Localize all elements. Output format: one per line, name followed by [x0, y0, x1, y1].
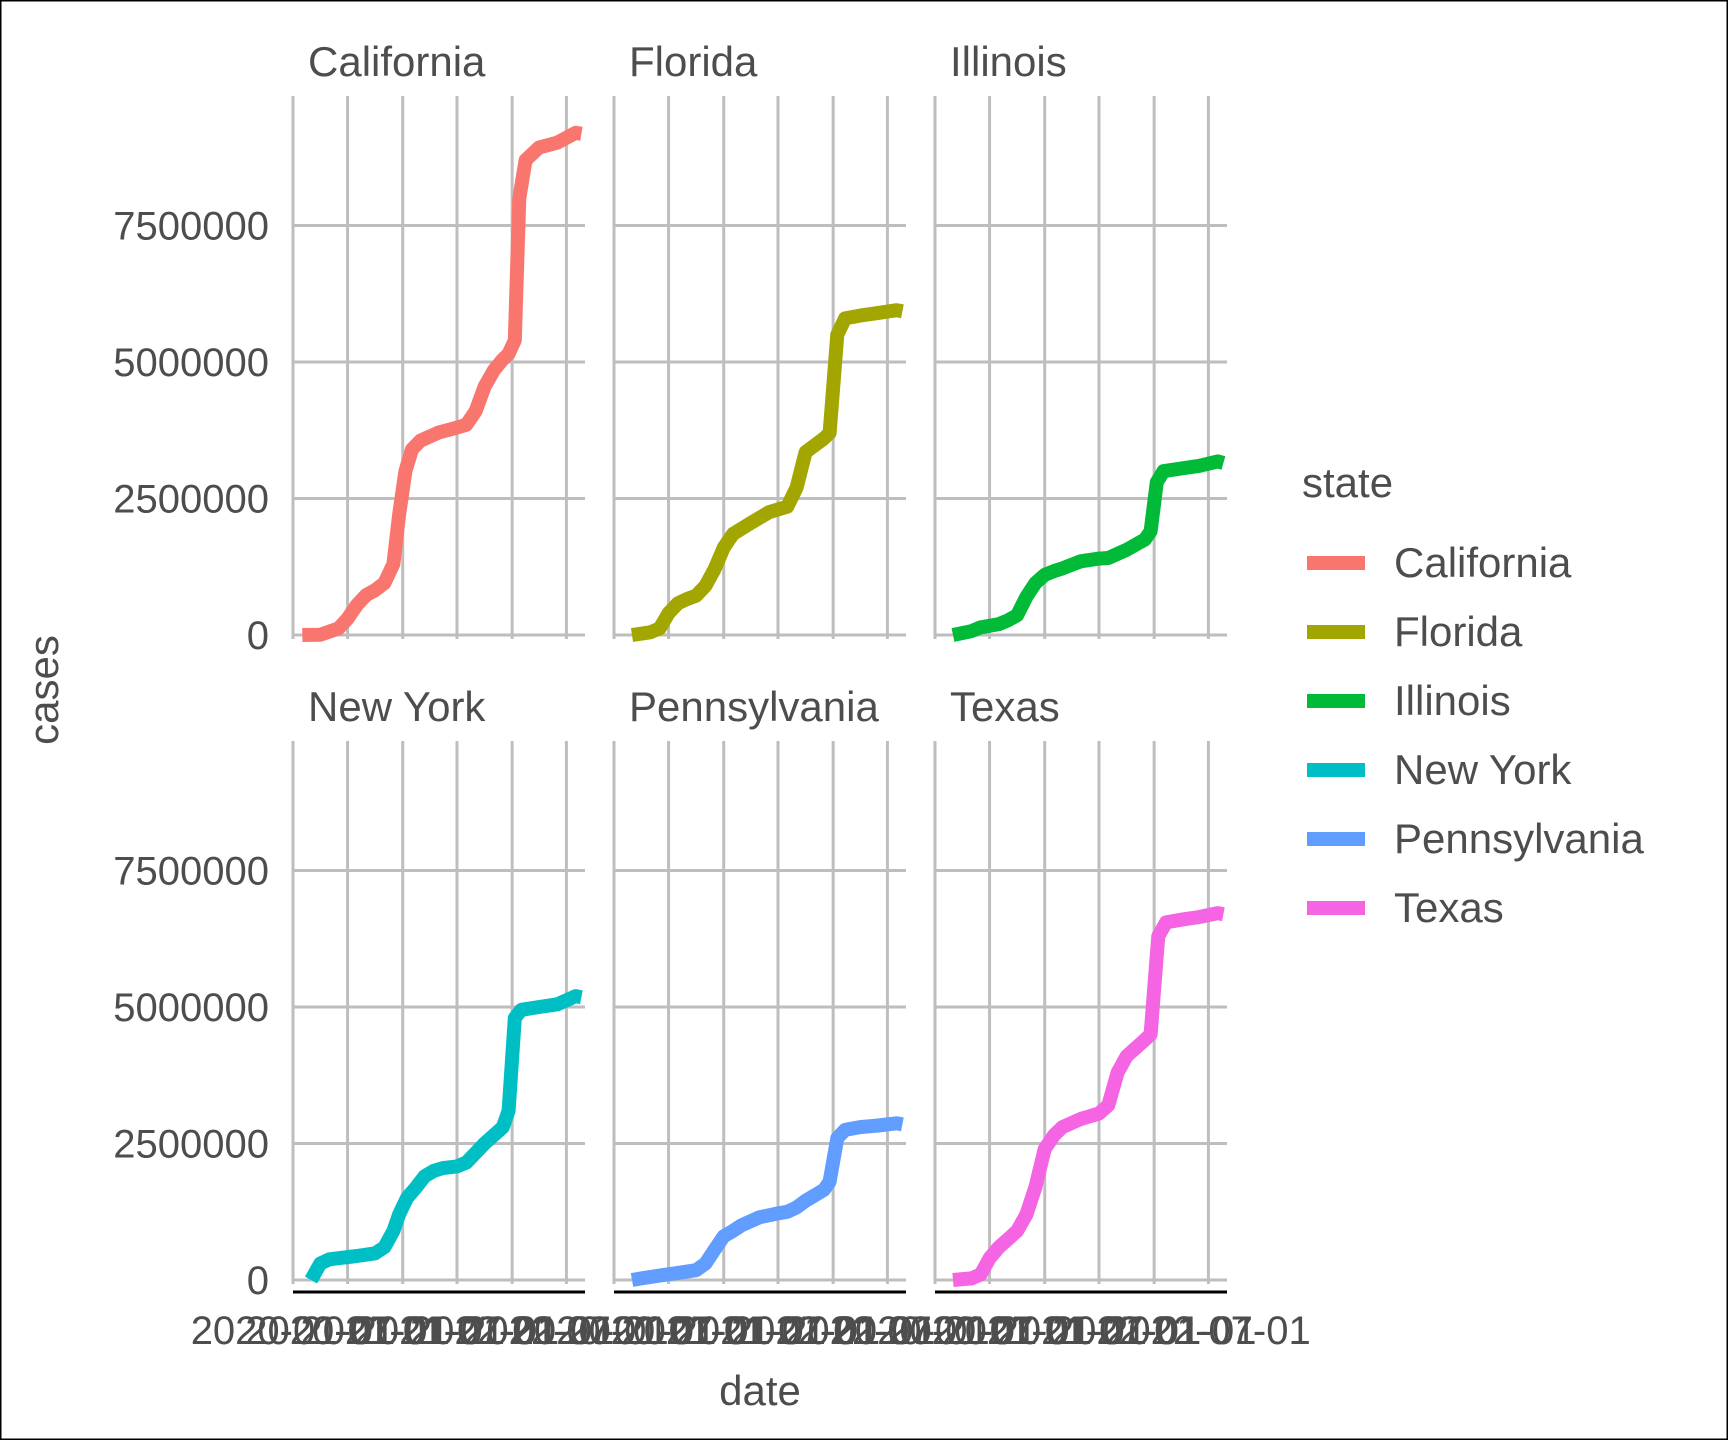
x-tick-label: 2022-01-01: [410, 1309, 615, 1353]
x-tick-label: 2020-01-01: [833, 1309, 1038, 1353]
facet-panels: California Florida Illinois New York Pennsyl…: [291, 38, 1227, 1294]
x-tick-label: 2021-01-01: [621, 1309, 826, 1353]
y-tick-label: 7500000: [113, 205, 269, 249]
x-tick-label: 2022-07-01: [785, 1309, 990, 1353]
x-tick-label: 2021-07-01: [997, 1309, 1202, 1353]
facet-title: Pennsylvania: [629, 683, 879, 730]
x-tick-label: 2020-07-01: [887, 1309, 1092, 1353]
series-line-california: [302, 125, 583, 642]
facet-panel-pennsylvania: Pennsylvania: [612, 683, 906, 1294]
y-tick-label: 0: [247, 614, 269, 658]
x-tick-label: 2021-01-01: [942, 1309, 1147, 1353]
legend-item: Pennsylvania: [1307, 815, 1644, 862]
legend-label: Texas: [1394, 884, 1504, 931]
y-axis-title: cases: [20, 635, 67, 745]
x-tick-label: 2021-01-01: [300, 1309, 505, 1353]
series-line-new-york: [304, 989, 583, 1284]
legend-label: Illinois: [1394, 677, 1511, 724]
legend-item: California: [1307, 539, 1572, 586]
series-line-illinois: [951, 454, 1226, 642]
facet-title: Florida: [629, 38, 758, 85]
y-tick-label: 2500000: [113, 1123, 269, 1167]
x-tick-label: 2020-07-01: [566, 1309, 771, 1353]
x-tick-label: 2020-01-01: [512, 1309, 717, 1353]
y-tick-label: 0: [247, 1259, 269, 1303]
series-line-pennsylvania: [630, 1116, 904, 1287]
series-line-texas: [952, 906, 1225, 1287]
facet-panel-new-york: New York: [291, 683, 585, 1294]
legend-label: Pennsylvania: [1394, 815, 1644, 862]
x-tick-label: 2021-07-01: [355, 1309, 560, 1353]
legend-item: Florida: [1307, 608, 1523, 655]
legend-item: New York: [1307, 746, 1572, 793]
legend-item: Texas: [1307, 884, 1504, 931]
facet-title: California: [308, 38, 486, 85]
legend-title: state: [1302, 459, 1393, 506]
legend-label: California: [1394, 539, 1572, 586]
facet-title: Texas: [950, 683, 1060, 730]
facet-panel-illinois: Illinois: [933, 38, 1227, 642]
x-tick-label: 2022-07-01: [1106, 1309, 1311, 1353]
facet-panel-california: California: [291, 38, 585, 642]
y-tick-label: 7500000: [113, 850, 269, 894]
x-tick-label: 2022-01-01: [731, 1309, 936, 1353]
x-tick-label: 2022-07-01: [464, 1309, 669, 1353]
facet-panel-texas: Texas: [933, 683, 1227, 1294]
facet-title: New York: [308, 683, 486, 730]
legend-label: Florida: [1394, 608, 1523, 655]
legend-label: New York: [1394, 746, 1572, 793]
facet-panel-florida: Florida: [612, 38, 906, 642]
axes-text: 0 2500000 5000000 7500000 0 2500000 5000000 750…: [20, 205, 1311, 1414]
legend-item: Illinois: [1307, 677, 1511, 724]
y-tick-label: 2500000: [113, 478, 269, 522]
facet-title: Illinois: [950, 38, 1067, 85]
x-tick-label: 2020-07-01: [245, 1309, 450, 1353]
x-axis-title: date: [719, 1367, 801, 1414]
y-tick-label: 5000000: [113, 341, 269, 385]
x-tick-label: 2022-01-01: [1052, 1309, 1257, 1353]
y-tick-label: 5000000: [113, 986, 269, 1030]
x-tick-label: 2020-01-01: [191, 1309, 396, 1353]
x-tick-label: 2021-07-01: [676, 1309, 881, 1353]
series-line-florida: [630, 303, 904, 642]
